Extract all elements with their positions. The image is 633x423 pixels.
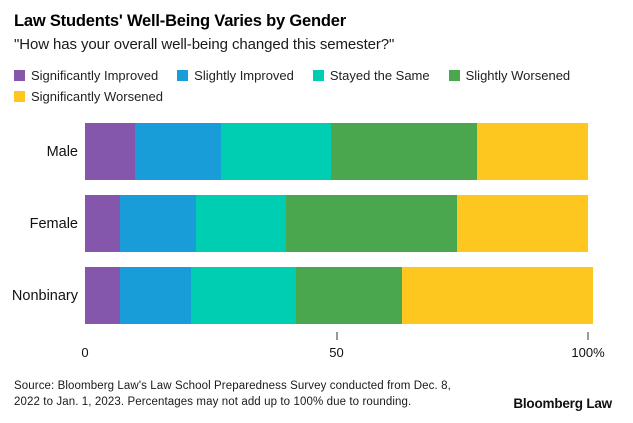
legend-label: Stayed the Same: [329, 68, 430, 83]
legend-label: Significantly Worsened: [31, 89, 163, 104]
x-axis-label-100-: 100%: [571, 345, 605, 360]
bar-segment-male-slightly-improved: [135, 123, 221, 180]
chart-row-nonbinary: Nonbinary: [0, 267, 593, 324]
stacked-bar-nonbinary: [85, 267, 593, 324]
legend-item-significantly-improved: Significantly Improved: [14, 67, 158, 84]
x-axis: 0 50 100%: [81, 332, 605, 362]
stacked-bar-male: [85, 123, 588, 180]
bar-segment-nonbinary-slightly-worsened: [296, 267, 402, 324]
bar-segment-female-significantly-improved: [85, 195, 121, 252]
bar-segment-male-slightly-worsened: [331, 123, 478, 180]
category-label-male: Male: [46, 143, 78, 160]
legend-swatch-slightly-improved: [177, 70, 189, 81]
category-label-female: Female: [29, 215, 78, 232]
x-axis-label-50: 50: [329, 345, 344, 360]
bar-segment-male-significantly-improved: [85, 123, 136, 180]
bar-segment-female-stayed-the-same: [195, 195, 287, 252]
chart-row-male: Male: [0, 123, 593, 180]
header: Law Students' Well-Being Varies by Gende…: [14, 10, 394, 55]
category-label-nonbinary: Nonbinary: [11, 287, 78, 304]
chart-row-female: Female: [0, 195, 593, 252]
legend-item-slightly-worsened: Slightly Worsened: [448, 67, 571, 84]
bar-segment-female-slightly-worsened: [286, 195, 458, 252]
x-axis-tick-100-: [587, 332, 589, 340]
legend-swatch-stayed-the-same: [312, 70, 324, 81]
bar-segment-male-stayed-the-same: [220, 123, 332, 180]
bar-segment-nonbinary-stayed-the-same: [190, 267, 297, 324]
stacked-bar-female: [85, 195, 588, 252]
page-title: Law Students' Well-Being Varies by Gende…: [14, 12, 346, 30]
legend-item-stayed-the-same: Stayed the Same: [312, 67, 430, 84]
bar-segment-male-significantly-worsened: [477, 123, 588, 180]
x-axis-label-0: 0: [81, 345, 89, 360]
chart-rows: Male Female Nonbinary: [0, 123, 593, 339]
bar-segment-female-significantly-worsened: [457, 195, 588, 252]
source-note: Source: Bloomberg Law's Law School Prepa…: [14, 378, 451, 410]
source-note-line1: Source: Bloomberg Law's Law School Prepa…: [14, 380, 451, 392]
legend-label: Slightly Improved: [194, 68, 294, 83]
x-axis-tick-50: [335, 332, 338, 340]
legend: Significantly Improved Slightly Improved S…: [14, 67, 620, 105]
source-note-line2: 2022 to Jan. 1, 2023. Percentages may no…: [14, 396, 412, 408]
bar-segment-female-slightly-improved: [120, 195, 196, 252]
legend-item-slightly-improved: Slightly Improved: [177, 67, 294, 84]
legend-item-significantly-worsened: Significantly Worsened: [14, 88, 163, 105]
bar-segment-nonbinary-significantly-worsened: [401, 267, 593, 324]
legend-label: Significantly Improved: [31, 68, 159, 83]
bar-segment-nonbinary-slightly-improved: [120, 267, 191, 324]
legend-swatch-slightly-worsened: [448, 70, 460, 81]
legend-swatch-significantly-worsened: [14, 91, 25, 102]
legend-swatch-significantly-improved: [14, 70, 25, 81]
bar-segment-nonbinary-significantly-improved: [85, 267, 121, 324]
bloomberg-law-logo: Bloomberg Law: [513, 396, 612, 411]
page-subtitle: "How has your overall well-being changed…: [14, 36, 395, 53]
legend-label: Slightly Worsened: [465, 68, 571, 83]
